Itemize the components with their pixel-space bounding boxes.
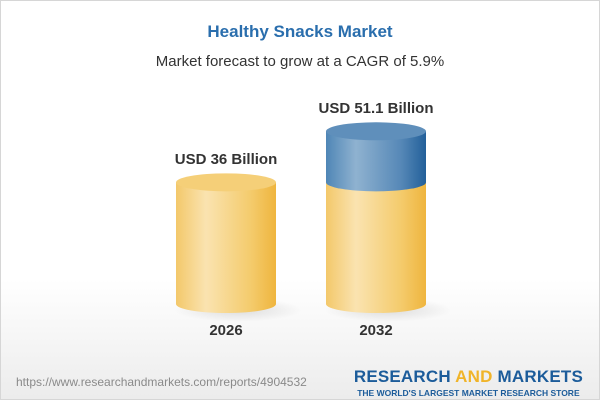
logo-word-and: AND (455, 367, 493, 386)
chart-title: Healthy Snacks Market (207, 22, 393, 41)
data-label-2026: USD 36 Billion (175, 151, 278, 168)
report-url[interactable]: https://www.researchandmarkets.com/repor… (16, 375, 307, 389)
logo-tagline: THE WORLD'S LARGEST MARKET RESEARCH STOR… (357, 388, 580, 398)
research-and-markets-logo: RESEARCH AND MARKETS THE WORLD'S LARGEST… (354, 367, 583, 398)
logo-word-markets: MARKETS (497, 367, 583, 386)
category-label-2026: 2026 (209, 322, 242, 339)
category-label-2032: 2032 (359, 322, 392, 339)
chart-subtitle: Market forecast to grow at a CAGR of 5.9… (155, 53, 445, 70)
logo-word-research: RESEARCH (353, 367, 451, 386)
bar-2026-base-top (176, 173, 276, 192)
bar-2032-growth-top (326, 122, 426, 141)
bar-2032-growth-body (326, 131, 426, 192)
bar-2032-base-body (326, 182, 426, 313)
bar-2026-base-body (176, 182, 276, 313)
data-label-2032: USD 51.1 Billion (318, 100, 433, 117)
